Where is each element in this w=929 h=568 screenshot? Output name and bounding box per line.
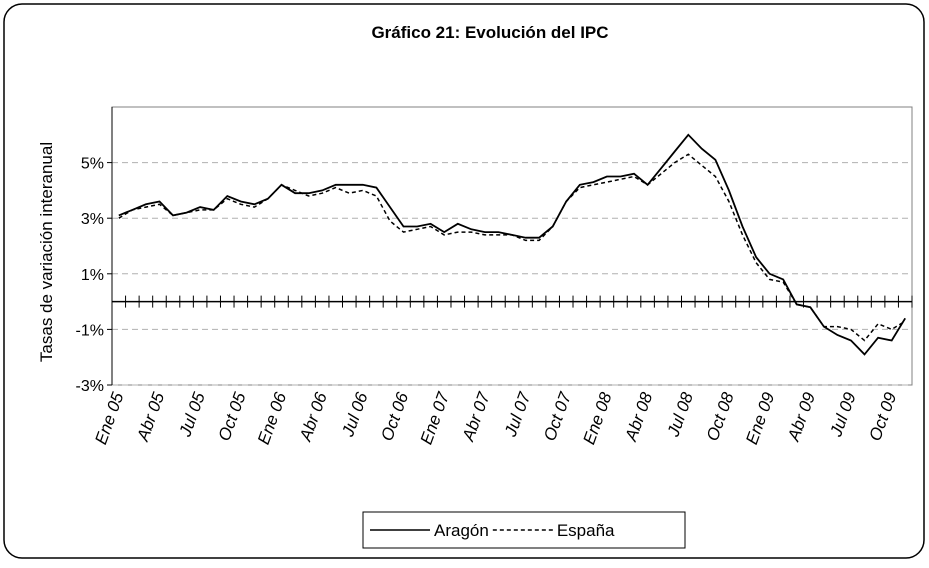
- y-tick-label: 1%: [81, 267, 104, 284]
- y-tick-label: 3%: [81, 211, 104, 228]
- plot-area: [111, 106, 913, 386]
- y-tick-label: -3%: [76, 378, 104, 395]
- series-line: [118, 153, 906, 342]
- y-tick-label: 5%: [81, 156, 104, 173]
- y-axis-label: Tasas de variación interanual: [37, 142, 56, 362]
- legend-label: España: [557, 521, 615, 540]
- chart-title: Gráfico 21: Evolución del IPC: [371, 23, 608, 42]
- y-tick-label: -1%: [76, 322, 104, 339]
- legend-label: Aragón: [434, 521, 489, 540]
- legend: Aragón España: [362, 511, 686, 549]
